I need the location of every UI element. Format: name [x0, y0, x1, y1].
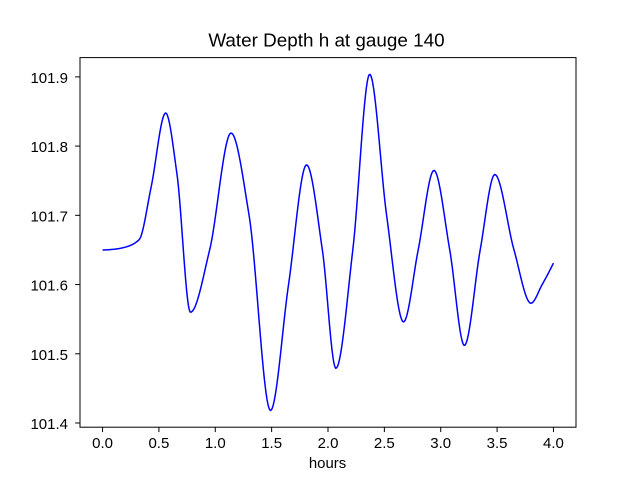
svg-text:101.9: 101.9	[30, 70, 68, 87]
svg-text:hours: hours	[309, 455, 346, 472]
svg-text:4.0: 4.0	[543, 435, 564, 452]
svg-text:101.6: 101.6	[30, 278, 68, 295]
svg-text:1.0: 1.0	[205, 435, 226, 452]
svg-text:2.0: 2.0	[318, 435, 339, 452]
svg-text:0.0: 0.0	[92, 435, 113, 452]
svg-text:0.5: 0.5	[148, 435, 169, 452]
svg-text:101.8: 101.8	[30, 139, 68, 156]
svg-text:2.5: 2.5	[374, 435, 395, 452]
svg-text:Water Depth h at gauge 140: Water Depth h at gauge 140	[208, 30, 444, 51]
svg-text:3.5: 3.5	[487, 435, 508, 452]
svg-text:3.0: 3.0	[430, 435, 451, 452]
svg-text:1.5: 1.5	[261, 435, 282, 452]
svg-text:101.4: 101.4	[30, 416, 68, 433]
svg-text:101.5: 101.5	[30, 347, 68, 364]
svg-text:101.7: 101.7	[30, 208, 68, 225]
